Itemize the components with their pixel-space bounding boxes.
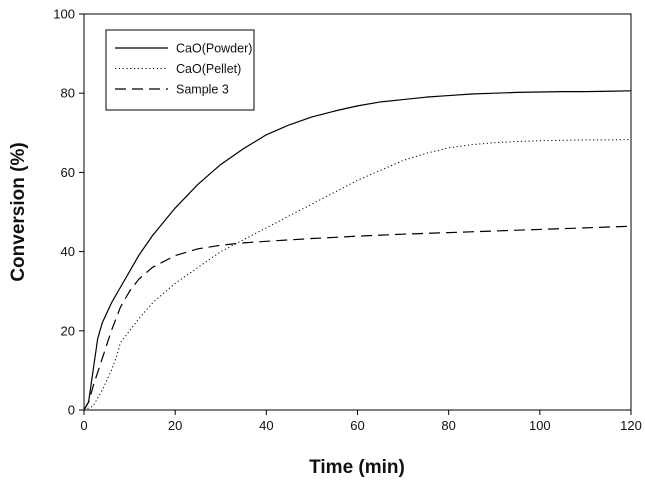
- x-tick-label: 80: [441, 418, 455, 433]
- legend-label-1: CaO(Powder): [176, 42, 252, 56]
- x-tick-label: 100: [529, 418, 551, 433]
- y-tick-label: 40: [61, 244, 75, 259]
- y-tick-label: 60: [61, 165, 75, 180]
- x-tick-label: 0: [80, 418, 87, 433]
- axes: 0 20 40 60 80 100 120 0 20 40 60 80 100: [53, 7, 642, 434]
- series-line-2: [83, 139, 632, 411]
- y-tick-label: 100: [53, 7, 75, 22]
- y-tick-label: 20: [61, 323, 75, 338]
- y-axis-title: Conversion (%): [8, 142, 29, 281]
- legend-box: [105, 29, 255, 111]
- y-tick-label: 80: [61, 86, 75, 101]
- x-tick-label: 120: [620, 418, 642, 433]
- x-tick-label: 40: [259, 418, 273, 433]
- series-line-3: [83, 225, 632, 411]
- legend-label-3: Sample 3: [176, 83, 229, 97]
- x-tick-label: 60: [350, 418, 364, 433]
- legend-label-2: CaO(Pellet): [176, 62, 241, 76]
- legend: CaO(Powder) CaO(Pellet) Sample 3: [105, 29, 255, 111]
- series-lines: [83, 90, 632, 411]
- series-line-1: [83, 90, 632, 411]
- x-axis-title: Time (min): [309, 457, 405, 478]
- x-tick-label: 20: [168, 418, 182, 433]
- y-tick-label: 0: [68, 403, 75, 418]
